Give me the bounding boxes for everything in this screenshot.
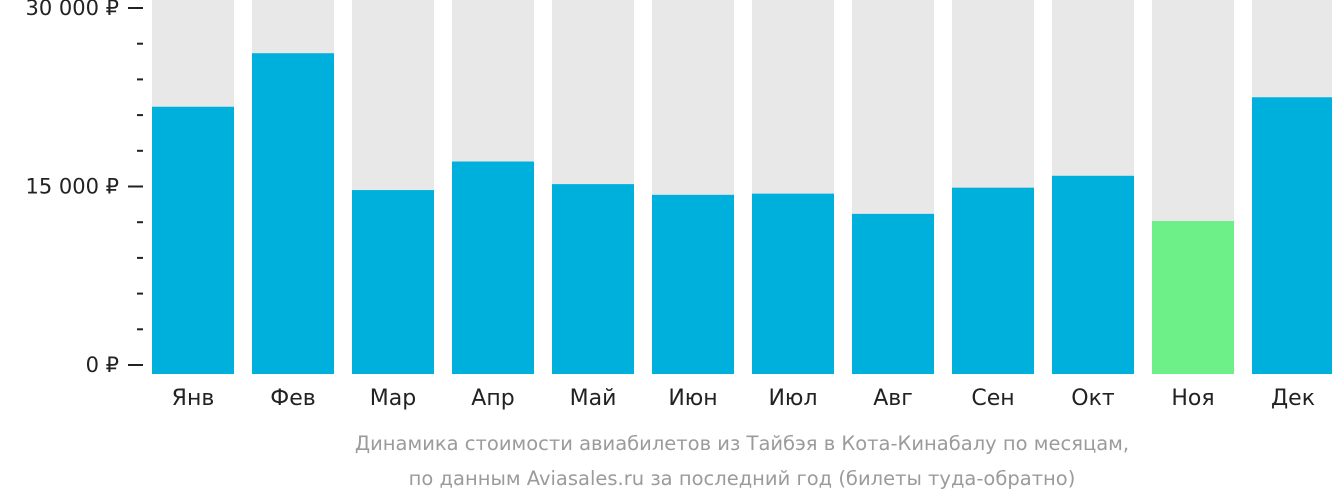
y-axis: 0 ₽ 15 000 ₽ 30 000 ₽ xyxy=(25,0,143,377)
price-chart: 0 ₽ 15 000 ₽ 30 000 ₽ Янв Фев Мар Апр Май Июн Ию… xyxy=(25,0,1332,411)
bar-7 xyxy=(752,193,834,374)
x-tick-label: Окт xyxy=(1071,386,1115,411)
bar-1 xyxy=(152,106,234,375)
bar-8 xyxy=(852,213,934,374)
x-tick-label: Июл xyxy=(768,386,817,411)
bar-9 xyxy=(952,187,1034,374)
x-tick-label: Апр xyxy=(471,386,514,411)
bar-5 xyxy=(552,184,634,374)
bar-12 xyxy=(1252,97,1332,374)
x-axis: Янв Фев Мар Апр Май Июн Июл Авг Сен Окт Ноя Дек xyxy=(172,386,1315,411)
chart-caption-line-1: Динамика стоимости авиабилетов из Тайбэя… xyxy=(354,432,1130,455)
bar-6 xyxy=(652,194,734,374)
x-tick-label: Фев xyxy=(270,386,315,411)
bars xyxy=(152,53,1332,375)
y-tick-label: 0 ₽ xyxy=(86,353,119,377)
x-tick-label: Мар xyxy=(370,386,416,411)
x-tick-label: Авг xyxy=(873,386,913,411)
bar-11 xyxy=(1152,221,1234,374)
x-tick-label: Янв xyxy=(172,386,215,411)
x-tick-label: Сен xyxy=(971,386,1014,411)
bar-4 xyxy=(452,161,534,374)
bar-2 xyxy=(252,53,334,374)
x-tick-label: Ноя xyxy=(1171,386,1214,411)
x-tick-label: Май xyxy=(570,386,617,411)
chart-caption-line-2: по данным Aviasales.ru за последний год … xyxy=(408,467,1076,490)
bar-10 xyxy=(1052,175,1134,374)
x-tick-label: Июн xyxy=(668,386,717,411)
y-tick-label: 30 000 ₽ xyxy=(25,0,119,20)
x-tick-label: Дек xyxy=(1271,386,1315,411)
bar-3 xyxy=(352,190,434,374)
y-tick-label: 15 000 ₽ xyxy=(25,175,119,199)
